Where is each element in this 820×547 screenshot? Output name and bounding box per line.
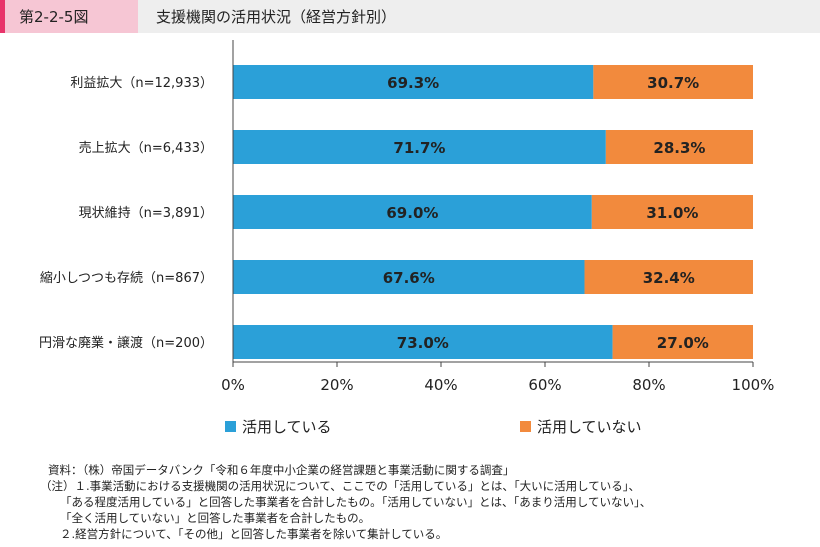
category-label: 円滑な廃業・譲渡（n=200） — [39, 335, 213, 351]
category-label: 売上拡大（n=6,433） — [79, 140, 213, 156]
note-2: ２.経営方針について、「その他」と回答した事業者を除いて集計している。 — [60, 527, 448, 541]
bar-not-used — [612, 325, 753, 359]
legend-swatch-not-used — [520, 421, 531, 432]
bar-used — [233, 260, 585, 294]
bar-used — [233, 130, 606, 164]
stacked-bar-chart: 利益拡大（n=12,933） 69.3% 30.7% 売上拡大（n=6,433） 71.… — [39, 40, 775, 394]
bar-used — [233, 195, 592, 229]
bar-not-used — [591, 195, 753, 229]
data-label: 71.7% — [393, 139, 445, 157]
legend-item-not-used: 活用していない — [520, 416, 642, 437]
note-source: 資料：（株）帝国データバンク「令和６年度中小企業の経営課題と事業活動に関する調査… — [48, 463, 515, 477]
x-tick-label: 80% — [632, 376, 665, 394]
legend-swatch-used — [225, 421, 236, 432]
data-label: 69.3% — [387, 74, 439, 92]
data-label: 27.0% — [657, 334, 709, 352]
note-1: （注）１.事業活動における支援機関の活用状況について、ここでの「活用している」と… — [40, 479, 641, 493]
bar-used — [233, 325, 613, 359]
figure-number: 第2-2-5図 — [5, 0, 138, 33]
x-tick-label: 100% — [732, 376, 775, 394]
bar-not-used — [605, 130, 753, 164]
legend-label-not-used: 活用していない — [537, 418, 642, 436]
x-tick-label: 0% — [221, 376, 245, 394]
data-label: 32.4% — [643, 269, 695, 287]
source-notes: 資料：（株）帝国データバンク「令和６年度中小企業の経営課題と事業活動に関する調査… — [40, 462, 652, 542]
data-label: 67.6% — [383, 269, 435, 287]
category-label: 現状維持（n=3,891） — [79, 206, 213, 221]
bar-used — [233, 65, 594, 99]
bar-not-used — [584, 260, 753, 294]
figure-title: 支援機関の活用状況（経営方針別） — [156, 8, 397, 26]
x-tick-label: 20% — [320, 376, 353, 394]
note-1-cont2: 「全く活用していない」と回答した事業者を合計したもの。 — [60, 511, 371, 525]
note-1-cont: 「ある程度活用している」と回答した事業者を合計したもの。「活用していない」とは、… — [60, 495, 652, 509]
data-label: 30.7% — [647, 74, 699, 92]
figure-header: 第2-2-5図 支援機関の活用状況（経営方針別） — [0, 0, 820, 33]
header-accent — [0, 0, 5, 33]
data-label: 73.0% — [397, 334, 449, 352]
x-tick-label: 40% — [424, 376, 457, 394]
data-label: 69.0% — [386, 204, 438, 222]
data-label: 31.0% — [646, 204, 698, 222]
category-label: 利益拡大（n=12,933） — [70, 76, 213, 91]
bar-not-used — [593, 65, 753, 99]
x-tick-label: 60% — [528, 376, 561, 394]
legend-item-used: 活用している — [225, 416, 332, 437]
data-label: 28.3% — [653, 139, 705, 157]
category-label: 縮小しつつも存続（n=867） — [40, 270, 213, 286]
legend-label-used: 活用している — [242, 418, 332, 436]
